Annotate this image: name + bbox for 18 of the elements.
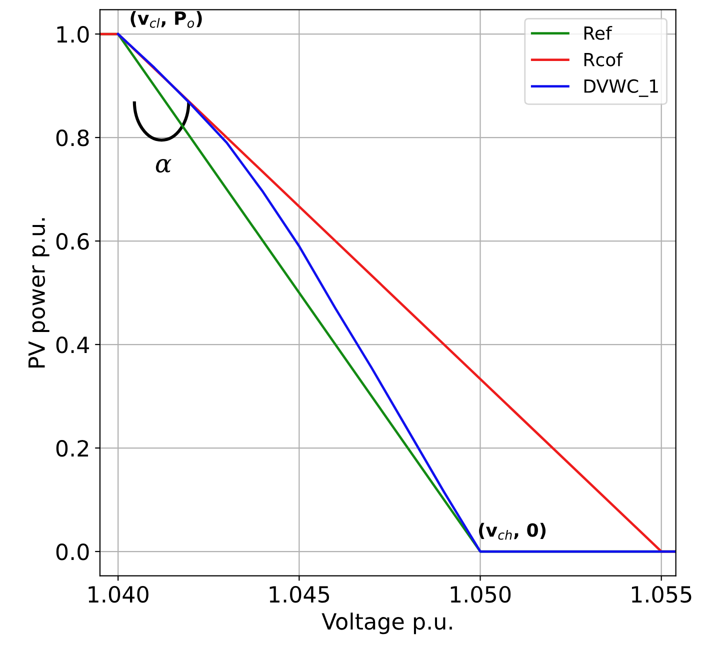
legend-label: Rcof bbox=[584, 52, 623, 66]
legend-label: DVWC_1 bbox=[584, 79, 658, 97]
x-tick-label: 1.040 bbox=[88, 586, 148, 603]
annotation: (v$_{cl}$, P$_{o}$) bbox=[130, 10, 202, 28]
x-tick-label: 1.045 bbox=[270, 586, 330, 603]
y-tick-label: 1.0 bbox=[57, 26, 89, 43]
annotation: (v$_{ch}$, 0) bbox=[479, 522, 546, 540]
y-tick-label: 0.6 bbox=[56, 232, 89, 250]
x-tick-label: 1.050 bbox=[450, 586, 511, 603]
x-tick-label: 1.055 bbox=[632, 586, 692, 603]
y-axis-title: PV power p.u. bbox=[28, 218, 50, 368]
y-tick-label: 0.4 bbox=[56, 336, 89, 354]
annotation: α bbox=[156, 158, 172, 173]
y-tick-label: 0.0 bbox=[56, 543, 89, 560]
y-tick-label: 0.2 bbox=[56, 440, 88, 457]
x-axis-title: Voltage p.u. bbox=[322, 612, 452, 634]
legend-label: Ref bbox=[584, 26, 612, 40]
y-tick-label: 0.8 bbox=[56, 129, 89, 146]
